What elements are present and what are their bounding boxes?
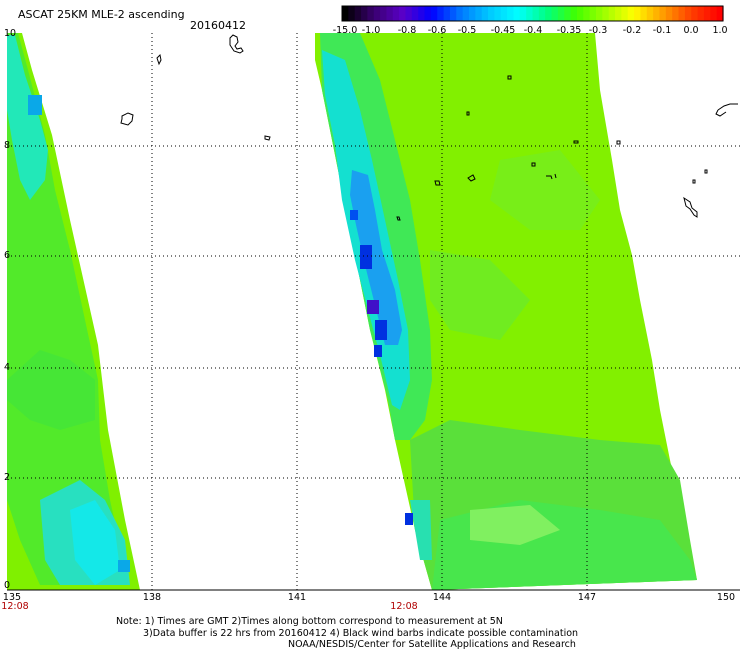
colorbar-segment — [583, 6, 591, 21]
colorbar-segment — [469, 6, 476, 21]
colorbar-segment — [456, 6, 464, 21]
colorbar-segment — [500, 6, 508, 21]
colorbar-segment — [437, 6, 445, 21]
colorbar-segment — [691, 6, 699, 21]
colorbar-segment — [684, 6, 692, 21]
y-tick-label: 4 — [4, 362, 11, 373]
colorbar-segment — [551, 6, 559, 21]
colorbar-segment — [386, 6, 394, 21]
time-label: 12:08 — [1, 601, 29, 612]
colorbar-segment — [507, 6, 515, 21]
colorbar-label: -15.0 — [332, 25, 358, 36]
colorbar-segment — [602, 6, 610, 21]
colorbar-segment — [405, 6, 413, 21]
colorbar-label: -0.35 — [556, 25, 582, 36]
colorbar-segment — [342, 6, 349, 21]
y-tick-label: 8 — [4, 140, 11, 151]
colorbar-segment — [672, 6, 680, 21]
x-tick-label: 135 — [2, 592, 22, 603]
colorbar-segment — [621, 6, 629, 21]
colorbar-segment — [380, 6, 388, 21]
coastlines — [120, 34, 738, 221]
colorbar-segment — [424, 6, 432, 21]
colorbar-label: -0.2 — [622, 25, 642, 36]
colorbar-segment — [703, 6, 711, 21]
colorbar-segment — [634, 6, 642, 21]
x-tick-label: 150 — [716, 592, 736, 603]
colorbar-segment — [361, 6, 368, 21]
colorbar-segment — [462, 6, 470, 21]
colorbar-segment — [373, 6, 381, 21]
colorbar-segment — [627, 6, 635, 21]
colorbar-segment — [596, 6, 603, 21]
colorbar-label: -0.4 — [523, 25, 543, 36]
colorbar-frame — [341, 5, 724, 22]
colorbar-segment — [513, 6, 521, 21]
colorbar-segment — [367, 6, 375, 21]
colorbar-segment — [557, 6, 565, 21]
colorbar-segment — [354, 6, 362, 21]
colorbar-segment — [494, 6, 502, 21]
colorbar-segment — [481, 6, 489, 21]
swath-right — [315, 33, 697, 590]
colorbar-label: -0.1 — [652, 25, 672, 36]
colorbar-segment — [665, 6, 673, 21]
note-line: NOAA/NESDIS/Center for Satellite Applica… — [288, 639, 576, 650]
colorbar-segment — [411, 6, 419, 21]
y-tick-label: 2 — [4, 472, 11, 483]
y-tick-label: 0 — [4, 580, 11, 591]
x-tick-label: 141 — [287, 592, 307, 603]
time-label: 12:08 — [390, 601, 418, 612]
x-tick-label: 138 — [142, 592, 162, 603]
colorbar-segment — [392, 6, 400, 21]
colorbar-segment — [399, 6, 407, 21]
colorbar-label: -0.45 — [490, 25, 516, 36]
colorbar-segment — [449, 6, 457, 21]
colorbar — [341, 5, 724, 22]
colorbar-segment — [532, 6, 540, 21]
colorbar-segment — [443, 6, 451, 21]
colorbar-segment — [526, 6, 534, 21]
colorbar-segment — [538, 6, 546, 21]
colorbar-label: 0.0 — [683, 25, 699, 36]
colorbar-label: -0.3 — [588, 25, 608, 36]
colorbar-segment — [608, 6, 616, 21]
colorbar-segment — [430, 6, 438, 21]
x-tick-label: 144 — [432, 592, 452, 603]
colorbar-segment — [710, 6, 718, 21]
colorbar-segment — [716, 6, 724, 21]
colorbar-label: -0.6 — [427, 25, 447, 36]
grid — [7, 33, 740, 590]
colorbar-segment — [570, 6, 578, 21]
colorbar-segment — [646, 6, 654, 21]
colorbar-segment — [697, 6, 705, 21]
colorbar-label: -0.5 — [457, 25, 477, 36]
note-line: 3)Data buffer is 22 hrs from 20160412 4)… — [143, 628, 579, 639]
colorbar-segment — [348, 6, 356, 21]
colorbar-segment — [640, 6, 648, 21]
colorbar-segment — [589, 6, 597, 21]
colorbar-segment — [545, 6, 553, 21]
y-tick-label: 6 — [4, 250, 11, 261]
y-tick-label: 10 — [4, 28, 17, 39]
colorbar-segment — [615, 6, 622, 21]
colorbar-segment — [653, 6, 661, 21]
colorbar-segment — [418, 6, 426, 21]
colorbar-segment — [659, 6, 667, 21]
colorbar-segment — [576, 6, 584, 21]
map-title: ASCAT 25KM MLE-2 ascending — [18, 8, 185, 21]
colorbar-segment — [678, 6, 686, 21]
colorbar-label: 1.0 — [712, 25, 728, 36]
colorbar-segment — [488, 6, 495, 21]
colorbar-label: -1.0 — [361, 25, 381, 36]
note-line: Note: 1) Times are GMT 2)Times along bot… — [116, 616, 503, 627]
swath-left — [7, 33, 140, 590]
colorbar-label: -0.8 — [397, 25, 417, 36]
colorbar-segment — [475, 6, 483, 21]
colorbar-segment — [564, 6, 572, 21]
colorbar-segment — [519, 6, 527, 21]
x-tick-label: 147 — [577, 592, 597, 603]
map-date: 20160412 — [190, 19, 246, 32]
